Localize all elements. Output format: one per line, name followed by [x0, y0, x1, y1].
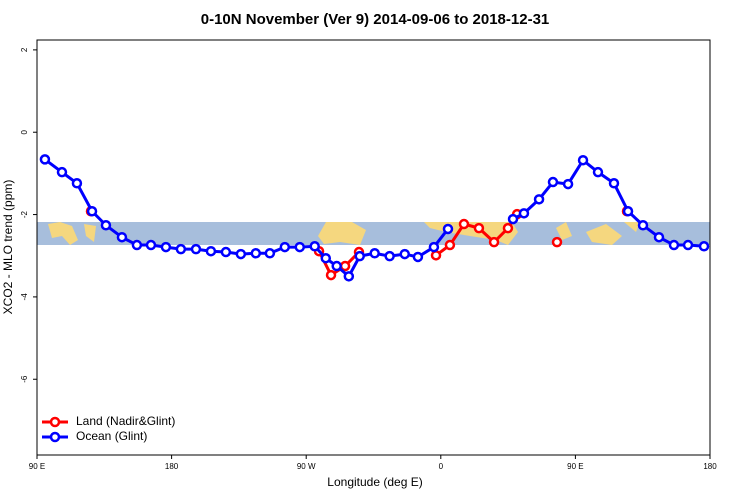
data-point: [551, 236, 563, 248]
data-point: [547, 176, 559, 188]
data-point: [175, 243, 187, 255]
data-point: [458, 218, 470, 230]
data-point: [430, 250, 442, 261]
data-point: [502, 222, 514, 234]
data-point: [384, 250, 395, 262]
data-point: [668, 239, 680, 251]
x-tick-label: 180: [703, 462, 717, 471]
data-point: [637, 220, 649, 231]
data-point: [442, 223, 454, 235]
data-point: [331, 260, 342, 272]
data-point: [343, 271, 355, 282]
data-point: [682, 239, 694, 251]
data-point: [264, 248, 276, 259]
x-tick-label: 0: [439, 462, 444, 471]
data-point: [622, 206, 634, 217]
data-point: [235, 248, 247, 260]
data-point: [220, 246, 232, 258]
data-point: [145, 239, 157, 251]
data-point: [190, 243, 202, 255]
data-point: [369, 248, 380, 259]
legend-marker: [49, 416, 61, 428]
land: [318, 222, 366, 245]
data-point: [325, 269, 337, 281]
data-point: [131, 239, 143, 251]
data-point: [653, 231, 665, 243]
data-point: [592, 166, 604, 178]
data-point: [100, 220, 112, 231]
legend-label: Land (Nadir&Glint): [76, 414, 175, 428]
data-point: [488, 236, 500, 248]
ocean-strip: [37, 222, 710, 245]
data-point: [399, 248, 411, 260]
data-point: [279, 241, 291, 253]
y-tick-label: 0: [20, 129, 29, 134]
y-tick-label: -4: [20, 293, 29, 301]
x-tick-label: 90 W: [297, 462, 316, 471]
data-point: [56, 166, 68, 178]
land: [48, 222, 78, 245]
y-tick-label: -2: [20, 210, 29, 218]
data-point: [309, 241, 320, 252]
map-strip: [37, 222, 710, 245]
data-point: [518, 208, 530, 219]
data-point: [608, 178, 620, 189]
data-point: [698, 241, 710, 252]
data-point: [320, 252, 332, 264]
land: [84, 224, 96, 242]
y-tick-label: 2: [20, 47, 29, 52]
data-point: [577, 154, 589, 166]
data-point: [71, 178, 83, 189]
data-point: [39, 154, 51, 165]
data-point: [294, 241, 306, 253]
legend-marker: [49, 431, 61, 443]
x-tick-label: 180: [165, 462, 179, 471]
data-point: [116, 231, 128, 243]
chart-title: 0-10N November (Ver 9) 2014-09-06 to 201…: [201, 11, 550, 28]
data-point: [86, 206, 98, 217]
data-point: [354, 250, 365, 262]
y-axis-label: XCO2 - MLO trend (ppm): [1, 180, 15, 315]
legend-label: Ocean (Glint): [76, 429, 147, 443]
data-point: [412, 251, 424, 263]
plot-frame: [36, 39, 711, 456]
data-point: [205, 245, 217, 257]
land: [624, 222, 640, 232]
land: [586, 224, 622, 245]
data-point: [533, 194, 545, 205]
data-point: [428, 241, 440, 253]
data-point: [444, 239, 456, 251]
x-axis-label: Longitude (deg E): [327, 475, 422, 489]
x-tick-label: 90 E: [567, 462, 583, 471]
y-tick-label: -6: [20, 375, 29, 383]
data-point: [473, 222, 485, 234]
land: [556, 222, 572, 240]
x-tick-label: 90 E: [29, 462, 45, 471]
data-point: [507, 213, 519, 225]
data-point: [250, 248, 262, 259]
series-line: [44, 157, 705, 279]
data-point: [160, 241, 172, 253]
data-point: [562, 178, 574, 190]
